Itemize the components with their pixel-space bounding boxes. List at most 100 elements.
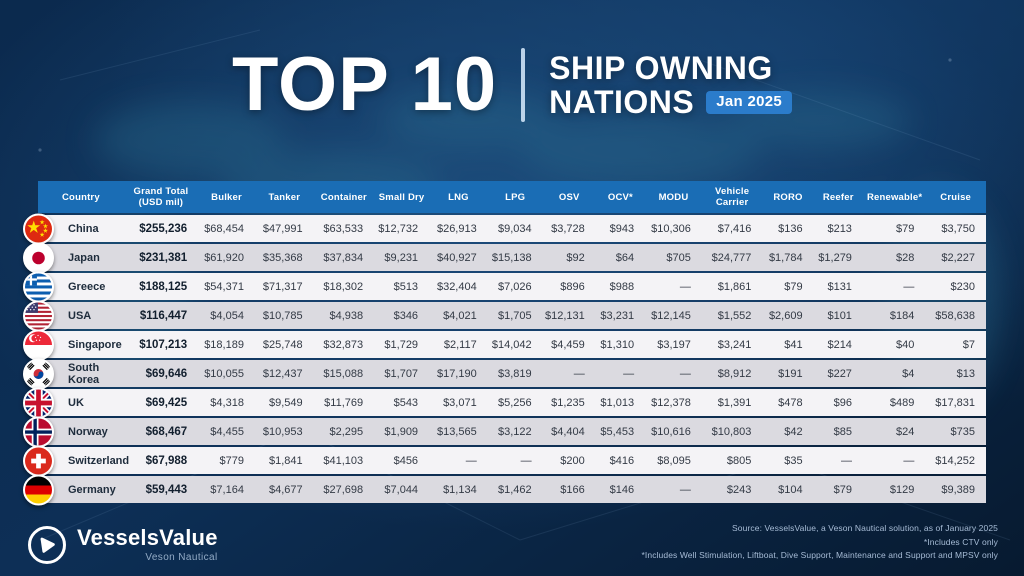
country-name: Japan — [68, 251, 100, 264]
country-name: Singapore — [68, 338, 122, 351]
value-cell: $346 — [374, 302, 430, 329]
svg-text:★: ★ — [40, 231, 46, 238]
value-cell: $12,437 — [254, 360, 314, 387]
grand-total-cell: $255,236 — [123, 215, 199, 242]
svg-text:★: ★ — [43, 222, 49, 229]
table-row-greece: Greece $188,125 $54,371 $71,317 $18,302 $513 $… — [23, 271, 986, 302]
column-header-tanker: Tanker — [254, 181, 314, 213]
value-cell: — — [542, 360, 596, 387]
country-name: USA — [68, 309, 92, 322]
flag-southkorea-icon — [23, 358, 54, 389]
value-cell: $54,371 — [198, 273, 255, 300]
table-row-uk: UK $69,425 $4,318 $9,549 $11,769 $543 $3,071 $5… — [23, 387, 986, 418]
value-cell: $63,533 — [313, 215, 375, 242]
grand-total-cell: $116,447 — [123, 302, 199, 329]
value-cell: $11,769 — [313, 389, 375, 416]
value-cell: $32,873 — [313, 331, 375, 358]
value-cell: — — [487, 447, 543, 474]
country-cell: Germany — [23, 474, 124, 505]
value-cell: $10,616 — [645, 418, 702, 445]
flag-japan-icon — [23, 242, 54, 273]
value-cell: $214 — [813, 331, 863, 358]
value-cell: $166 — [542, 476, 596, 503]
value-cell: $41,103 — [313, 447, 375, 474]
value-cell: $24 — [862, 418, 926, 445]
table-row-japan: Japan $231,381 $61,920 $35,368 $37,834 $9,231… — [23, 242, 986, 273]
value-cell: $8,095 — [645, 447, 702, 474]
footnote-ctv: *Includes CTV only — [923, 536, 998, 547]
table-row-usa: USA $116,447 $4,054 $10,785 $4,938 $346 $4,021… — [23, 300, 986, 331]
value-cell: $4,938 — [313, 302, 375, 329]
value-cell: $79 — [762, 273, 814, 300]
value-cell: $35,368 — [254, 244, 314, 271]
value-cell: $3,241 — [701, 331, 763, 358]
value-cell: — — [862, 447, 926, 474]
grand-total-cell: $68,467 — [123, 418, 199, 445]
page-title: TOP 10 SHIP OWNING NATIONS Jan 2025 — [0, 41, 1024, 127]
column-header-lng: LNG — [429, 181, 488, 213]
country-cell: Japan — [23, 242, 124, 273]
value-cell: $1,841 — [254, 447, 314, 474]
vesselsvalue-logo-icon — [28, 526, 66, 564]
value-cell: $131 — [813, 273, 863, 300]
value-cell: $478 — [762, 389, 814, 416]
value-cell: $101 — [813, 302, 863, 329]
value-cell: $129 — [862, 476, 926, 503]
value-cell: $416 — [595, 447, 646, 474]
country-cell: USA — [23, 300, 124, 331]
title-line2: NATIONS — [549, 84, 695, 120]
value-cell: $1,707 — [374, 360, 430, 387]
value-cell: $9,549 — [254, 389, 314, 416]
svg-text:★: ★ — [43, 227, 49, 234]
value-cell: $92 — [542, 244, 596, 271]
value-cell: $2,227 — [925, 244, 986, 271]
value-cell: $3,197 — [645, 331, 702, 358]
value-cell: $456 — [374, 447, 430, 474]
value-cell: $104 — [762, 476, 814, 503]
value-cell: $1,235 — [542, 389, 596, 416]
country-cell: Switzerland — [23, 445, 129, 476]
source-note: Source: VesselsValue, a Veson Nautical s… — [642, 522, 999, 562]
value-cell: — — [645, 360, 702, 387]
value-cell: $1,279 — [813, 244, 863, 271]
value-cell: $14,252 — [925, 447, 986, 474]
value-cell: $4,404 — [542, 418, 596, 445]
country-name: China — [68, 222, 99, 235]
grand-total-cell: $67,988 — [123, 447, 199, 474]
value-cell: $12,145 — [645, 302, 702, 329]
value-cell: $58,638 — [925, 302, 986, 329]
value-cell: $96 — [813, 389, 863, 416]
table-row-germany: Germany $59,443 $7,164 $4,677 $27,698 $7,044 $… — [23, 474, 986, 505]
grand-total-cell: $59,443 — [123, 476, 199, 503]
value-cell: $14,042 — [487, 331, 543, 358]
value-cell: $8,912 — [701, 360, 763, 387]
value-cell: $17,190 — [429, 360, 488, 387]
value-cell: $2,117 — [429, 331, 488, 358]
country-name: Greece — [68, 280, 106, 293]
value-cell: $1,784 — [762, 244, 814, 271]
value-cell: $543 — [374, 389, 430, 416]
flag-singapore-icon — [23, 329, 54, 360]
flag-usa-icon — [23, 300, 54, 331]
title-top10: TOP 10 — [231, 41, 498, 127]
value-cell: $7,026 — [487, 273, 543, 300]
value-cell: $35 — [762, 447, 814, 474]
grand-total-cell: $231,381 — [123, 244, 199, 271]
value-cell: $230 — [925, 273, 986, 300]
value-cell: — — [595, 360, 646, 387]
grand-total-cell: $188,125 — [123, 273, 199, 300]
value-cell: $1,552 — [701, 302, 763, 329]
value-cell: $9,231 — [374, 244, 430, 271]
value-cell: $227 — [813, 360, 863, 387]
value-cell: $13,565 — [429, 418, 488, 445]
value-cell: $25,748 — [254, 331, 314, 358]
value-cell: $1,909 — [374, 418, 430, 445]
value-cell: $15,088 — [313, 360, 375, 387]
value-cell: $47,991 — [254, 215, 314, 242]
value-cell: $10,306 — [645, 215, 702, 242]
value-cell: $61,920 — [198, 244, 255, 271]
table-row-norway: Norway $68,467 $4,455 $10,953 $2,295 $1,909 $1… — [23, 416, 986, 447]
table-row-switzerland: Switzerland $67,988 $779 $1,841 $41,103 $456—… — [23, 445, 986, 476]
value-cell: $489 — [862, 389, 926, 416]
